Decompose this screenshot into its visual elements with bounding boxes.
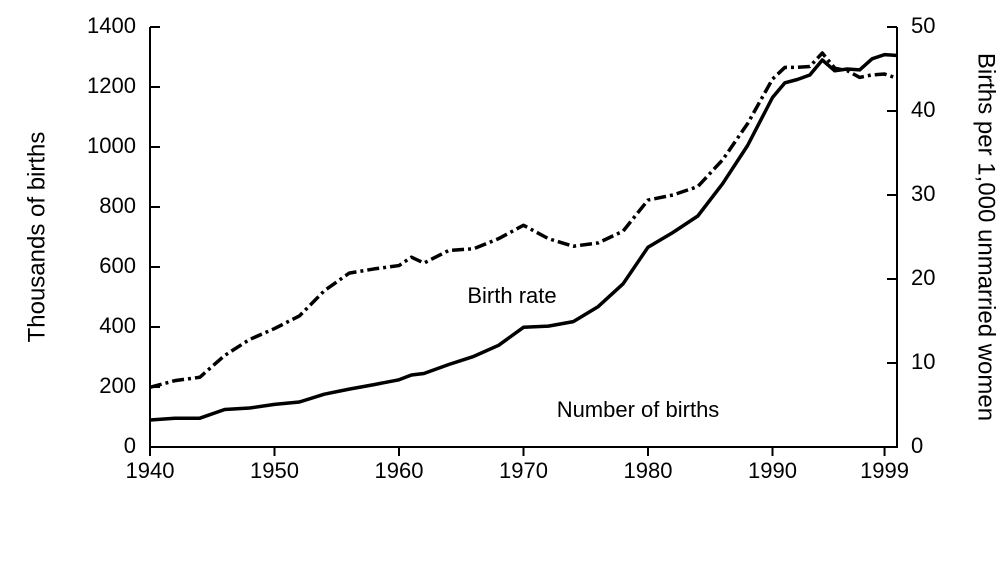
x-tick-label: 1960	[375, 458, 424, 483]
x-tick-label: 1940	[126, 458, 175, 483]
x-tick-label: 1990	[748, 458, 797, 483]
x-tick-label: 1980	[624, 458, 673, 483]
y2-tick-label: 30	[911, 181, 935, 206]
axis-frame	[149, 27, 898, 448]
y-tick-label: 800	[99, 193, 136, 218]
annotation: Number of births	[557, 397, 720, 422]
y2-tick-label: 0	[911, 433, 923, 458]
x-tick-label: 1999	[860, 458, 909, 483]
x-tick-label: 1970	[499, 458, 548, 483]
y-axis-label: Thousands of births	[23, 132, 50, 343]
y-tick-label: 0	[124, 433, 136, 458]
x-tick-label: 1950	[250, 458, 299, 483]
y-tick-label: 1200	[87, 73, 136, 98]
y2-tick-label: 50	[911, 13, 935, 38]
y2-tick-label: 10	[911, 349, 935, 374]
y-tick-label: 200	[99, 373, 136, 398]
y2-tick-label: 40	[911, 97, 935, 122]
y2-tick-label: 20	[911, 265, 935, 290]
y-tick-label: 1000	[87, 133, 136, 158]
y-tick-label: 400	[99, 313, 136, 338]
y-tick-label: 600	[99, 253, 136, 278]
y-tick-label: 1400	[87, 13, 136, 38]
series-line	[149, 51, 898, 390]
y2-axis-label: Births per 1,000 unmarried women	[973, 53, 1000, 421]
annotation: Birth rate	[467, 283, 556, 308]
series-line	[149, 52, 898, 422]
